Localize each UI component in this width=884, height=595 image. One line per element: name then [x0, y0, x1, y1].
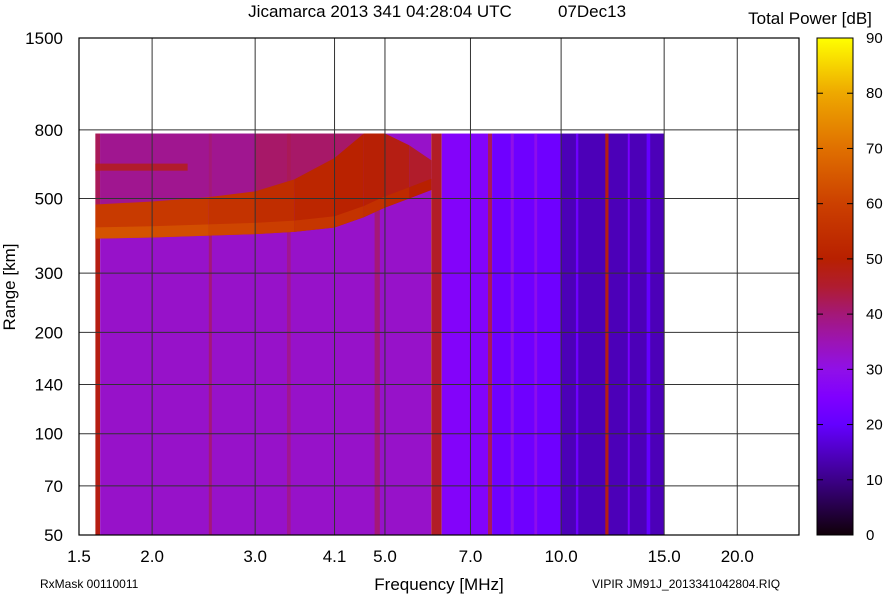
colorbar-tick-label: 50: [866, 251, 883, 268]
x-tick-labels: 1.5 2.0 3.0 4.1 5.0 7.0 10.0 15.0 20.0: [67, 547, 754, 566]
echo-trace-edge: [409, 178, 432, 199]
heatmap-layer: [95, 133, 665, 536]
y-tick-label: 140: [35, 376, 63, 395]
background-band: [431, 133, 442, 536]
grid-layer: [78, 37, 799, 536]
plot-frame: [78, 37, 800, 536]
echo-trace-edge: [363, 196, 385, 218]
x-tick-label: 1.5: [67, 547, 91, 566]
secondary-echo-trace: [95, 163, 188, 171]
echo-trace-edge: [208, 222, 256, 236]
background-band: [627, 133, 630, 536]
y-tick-label: 1500: [25, 29, 63, 48]
colorbar-tick-label: 40: [866, 306, 883, 323]
colorbar-title: Total Power [dB]: [748, 9, 872, 28]
y-tick-label: 500: [35, 190, 63, 209]
echo-trace-edge: [384, 187, 410, 208]
y-tick-label: 50: [44, 526, 63, 545]
file-label: VIPIR JM91J_2013341042804.RIQ: [592, 577, 780, 591]
echo-trace-edge: [95, 226, 153, 239]
echo-trace-segment: [255, 179, 295, 235]
x-tick-label: 15.0: [648, 547, 681, 566]
y-tick-label: 800: [35, 121, 63, 140]
y-tick-labels: 50 70 100 140 200 300 500 800 1500: [25, 29, 63, 545]
x-tick-label: 10.0: [545, 547, 578, 566]
echo-trace-segment: [294, 157, 335, 232]
y-tick-label: 300: [35, 264, 63, 283]
y-tick-label: 100: [35, 425, 63, 444]
colorbar-tick-label: 30: [866, 361, 883, 378]
y-tick-label: 70: [44, 477, 63, 496]
x-tick-label: 7.0: [459, 547, 483, 566]
background-band: [95, 133, 101, 536]
echo-trace-edge: [152, 224, 209, 238]
y-tick-label: 200: [35, 323, 63, 342]
background-band: [441, 133, 489, 536]
echo-trace-segment: [334, 133, 364, 228]
echo-trace-edge: [334, 205, 364, 228]
x-tick-label: 5.0: [373, 547, 397, 566]
colorbar: [816, 37, 854, 536]
colorbar-tick-label: 60: [866, 196, 883, 213]
x-tick-label: 2.0: [140, 547, 164, 566]
x-tick-label: 4.1: [323, 547, 347, 566]
echo-trace-segment: [363, 133, 385, 218]
background-band: [605, 133, 609, 536]
echo-trace-edge: [294, 216, 335, 232]
x-tick-label: 20.0: [721, 547, 754, 566]
background-band: [510, 133, 514, 536]
colorbar-tick-label: 70: [866, 140, 883, 157]
x-axis-label: Frequency [MHz]: [374, 575, 503, 594]
background-band: [488, 133, 493, 536]
colorbar-tick-label: 80: [866, 85, 883, 102]
colorbar-tick-label: 90: [866, 30, 883, 47]
background-band: [646, 133, 651, 536]
rxmask-label: RxMask 00110011: [40, 577, 139, 591]
background-band: [286, 133, 291, 536]
colorbar-tick-label: 0: [866, 527, 874, 544]
background-band: [374, 133, 380, 536]
background-band: [492, 133, 562, 536]
echo-trace-edge: [255, 220, 295, 235]
y-axis-label: Range [km]: [0, 244, 19, 331]
chart-title: Jicamarca 2013 341 04:28:04 UTC: [248, 2, 512, 21]
colorbar-ticks: 0 10 20 30 40 50 60 70 80 90: [817, 30, 883, 544]
chart-date: 07Dec13: [558, 2, 626, 21]
colorbar-tick-label: 20: [866, 417, 883, 434]
background-band: [208, 133, 212, 536]
background-band: [534, 133, 538, 536]
colorbar-tick-label: 10: [866, 472, 883, 489]
background-band: [575, 133, 579, 536]
echo-trace-segment: [384, 133, 410, 208]
x-tick-label: 3.0: [243, 547, 267, 566]
